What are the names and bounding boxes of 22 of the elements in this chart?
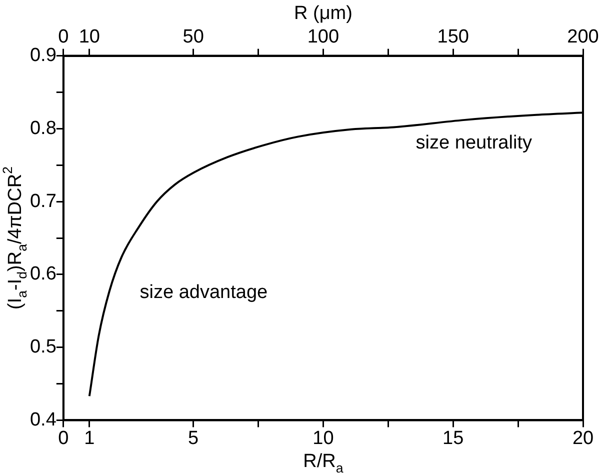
y-tick-label: 0.5 <box>30 336 56 358</box>
y-tick-label: 0.4 <box>30 409 57 430</box>
x2-axis-title: R (μm) <box>294 3 352 24</box>
x2-tick-label: 10 <box>78 26 100 48</box>
y-axis-title: (Ia-Id)Ra/4πDCR2 <box>0 166 30 310</box>
x2-tick-label: 200 <box>567 26 599 48</box>
x2-tick-label: 100 <box>307 26 340 48</box>
x-tick-label: 10 <box>312 428 334 449</box>
x2-tick-label: 0 <box>58 26 69 48</box>
y-tick-label: 0.8 <box>30 118 56 139</box>
y-tick-label: 0.9 <box>30 45 56 66</box>
x2-tick-label: 150 <box>437 26 469 48</box>
y-tick-label: 0.7 <box>30 190 56 212</box>
annotation: size advantage <box>140 282 268 303</box>
x-tick-label: 1 <box>84 428 95 449</box>
annotation: size neutrality <box>416 132 532 154</box>
x-tick-label: 5 <box>188 428 199 449</box>
x-tick-label: 20 <box>572 428 594 449</box>
x-tick-label: 0 <box>58 428 69 449</box>
x2-tick-label: 50 <box>182 26 204 48</box>
y-tick-label: 0.6 <box>30 264 56 285</box>
x-tick-label: 15 <box>442 428 464 449</box>
